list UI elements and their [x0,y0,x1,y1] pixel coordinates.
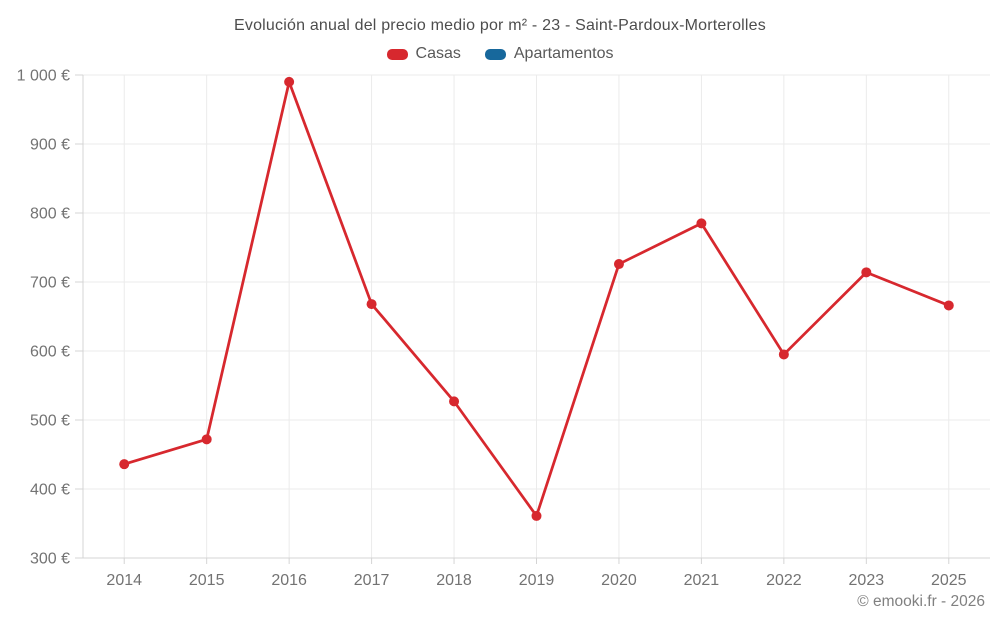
chart-title: Evolución anual del precio medio por m² … [234,17,766,34]
legend-label-apartamentos: Apartamentos [513,45,614,62]
y-tick-label: 300 € [30,551,70,568]
data-point[interactable] [696,218,707,229]
x-tick-label: 2014 [106,572,142,589]
data-point[interactable] [201,434,212,445]
x-tick-label: 2020 [601,572,637,589]
x-tick-label: 2019 [519,572,555,589]
data-point[interactable] [778,349,789,360]
legend-item-apartamentos[interactable]: Apartamentos [484,45,614,63]
gridlines [83,74,990,559]
legend: Casas Apartamentos [0,45,1000,63]
y-tick-label: 1 000 € [17,68,70,85]
legend-item-casas[interactable]: Casas [386,45,461,63]
x-tick-label: 2022 [766,572,802,589]
axis-labels: 300 € 400 € 500 € 600 € 700 € 800 € 900 € 1 000… [17,68,967,590]
legend-label-casas: Casas [415,45,461,62]
data-point[interactable] [531,510,542,521]
data-point[interactable] [613,259,624,270]
casas-series-swatch-icon [386,48,408,60]
data-point[interactable] [366,299,377,310]
copyright: © emooki.fr - 2026 [857,593,985,610]
x-tick-label: 2025 [931,572,967,589]
x-tick-label: 2017 [354,572,390,589]
x-tick-label: 2023 [849,572,885,589]
x-tick-label: 2015 [189,572,225,589]
y-tick-label: 500 € [30,413,70,430]
y-tick-label: 800 € [30,206,70,223]
axes [75,74,990,564]
data-point[interactable] [119,459,130,470]
data-point[interactable] [943,300,954,311]
y-tick-label: 700 € [30,275,70,292]
data-point[interactable] [449,396,460,407]
x-tick-label: 2021 [684,572,720,589]
y-tick-label: 400 € [30,482,70,499]
series-casas [119,76,954,521]
y-tick-label: 600 € [30,344,70,361]
x-tick-label: 2018 [436,572,472,589]
y-tick-label: 900 € [30,137,70,154]
data-point[interactable] [861,267,872,278]
x-tick-label: 2016 [271,572,307,589]
apartamentos-series-swatch-icon [484,48,506,60]
data-point[interactable] [284,76,295,87]
